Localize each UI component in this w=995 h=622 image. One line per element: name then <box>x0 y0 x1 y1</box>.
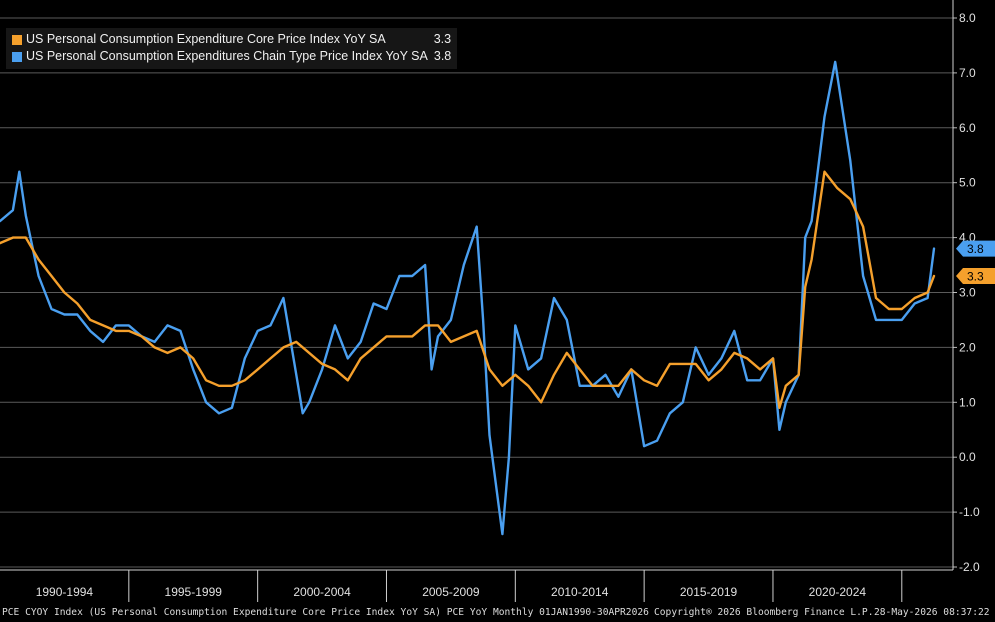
last-value-tag-shape <box>956 240 995 257</box>
legend-label: US Personal Consumption Expenditures Cha… <box>26 49 428 63</box>
x-period-label: 1995-1999 <box>165 585 223 599</box>
y-tick-label: 3.0 <box>959 286 976 300</box>
legend-swatch-core-pce <box>12 34 22 45</box>
x-period-label: 2005-2009 <box>422 585 480 599</box>
y-tick-label: -2.0 <box>959 560 980 574</box>
y-tick-label: -1.0 <box>959 505 980 519</box>
last-value-tag-headline-pce: 3.8 <box>956 240 995 257</box>
series-lines <box>0 60 936 536</box>
x-period-label: 1990-1994 <box>36 585 94 599</box>
y-tick-label: 5.0 <box>959 176 976 190</box>
legend-item-headline-pce[interactable]: US Personal Consumption Expenditures Cha… <box>12 48 451 65</box>
y-tick-label: 1.0 <box>959 395 976 409</box>
legend-value: 3.3 <box>433 32 452 46</box>
axes <box>0 0 957 602</box>
x-period-label: 2010-2014 <box>551 585 609 599</box>
footer-description: PCE CYOY Index (US Personal Consumption … <box>2 607 649 618</box>
chart-legend: US Personal Consumption Expenditure Core… <box>6 28 458 69</box>
footer-copyright: Copyright® 2026 Bloomberg Finance L.P. <box>654 607 874 618</box>
y-axis-tick-labels: 8.07.06.05.04.03.02.01.00.0-1.0-2.0 <box>959 11 980 574</box>
x-axis-period-labels: 1990-1994 1995-1999 2000-2004 2005-2009 2010… <box>36 585 867 599</box>
footer-timestamp: 28-May-2026 08:37:22 <box>874 607 990 618</box>
x-period-label: 2000-2004 <box>293 585 351 599</box>
legend-label: US Personal Consumption Expenditure Core… <box>26 32 386 46</box>
last-value-tag-core-pce: 3.3 <box>956 268 995 285</box>
legend-value: 3.8 <box>433 49 452 63</box>
x-period-label: 2015-2019 <box>680 585 738 599</box>
last-value-tag-text: 3.8 <box>967 242 984 256</box>
footer-bar: PCE CYOY Index (US Personal Consumption … <box>0 604 995 622</box>
y-tick-label: 0.0 <box>959 450 976 464</box>
x-period-label: 2020-2024 <box>809 585 867 599</box>
last-value-tag-shape <box>956 268 995 285</box>
y-tick-label: 6.0 <box>959 121 976 135</box>
series-line-core-pce[interactable] <box>0 170 936 409</box>
last-value-tag-text: 3.3 <box>967 270 984 284</box>
legend-item-core-pce[interactable]: US Personal Consumption Expenditure Core… <box>12 31 451 48</box>
legend-swatch-headline-pce <box>12 51 22 62</box>
series-line-headline-pce[interactable] <box>0 60 936 536</box>
y-tick-label: 2.0 <box>959 340 976 354</box>
y-tick-label: 8.0 <box>959 11 976 25</box>
y-tick-label: 7.0 <box>959 66 976 80</box>
gridlines <box>0 17 953 568</box>
last-value-tags: 3.3 3.8 <box>956 240 995 285</box>
